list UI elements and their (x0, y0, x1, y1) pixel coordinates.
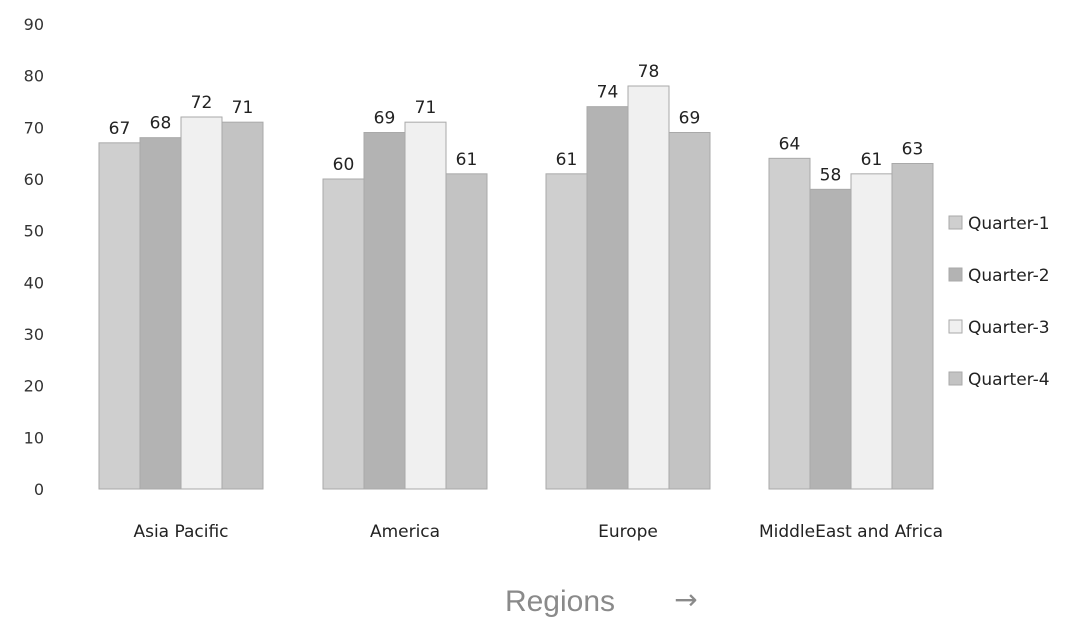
legend-swatch (948, 215, 963, 230)
data-label: 74 (597, 83, 619, 103)
bar-quarter-1-0 (98, 142, 141, 490)
data-label: 63 (902, 140, 924, 160)
legend-label: Quarter-2 (968, 266, 1050, 286)
bar-quarter-1-2 (545, 173, 588, 490)
bar-quarter-2-0 (139, 137, 182, 490)
legend-label: Quarter-3 (968, 318, 1050, 338)
category-label: MiddleEast and Africa (759, 522, 943, 542)
y-tick-label: 10 (24, 428, 44, 447)
y-axis: 0 10 20 30 40 50 60 70 80 90 (24, 15, 44, 499)
y-tick-label: 20 (24, 377, 44, 396)
legend-label: Quarter-4 (968, 370, 1050, 390)
legend-swatch (948, 319, 963, 334)
bar-quarter-4-1 (445, 173, 488, 490)
data-label: 61 (861, 150, 883, 170)
bar-quarter-4-3 (891, 163, 934, 490)
data-label: 64 (779, 134, 801, 154)
data-label: 58 (820, 165, 842, 185)
bar-quarter-1-3 (768, 157, 811, 490)
y-tick-label: 50 (24, 222, 44, 241)
bar-quarter-4-0 (221, 121, 264, 490)
legend-swatch (948, 371, 963, 386)
x-axis-title: Regions (505, 585, 615, 618)
category-label: Europe (598, 522, 658, 542)
bars (98, 85, 934, 490)
data-label: 60 (333, 155, 355, 175)
y-tick-label: 70 (24, 118, 44, 137)
bar-quarter-3-0 (180, 116, 223, 490)
category-label: America (370, 522, 440, 542)
bar-quarter-3-3 (850, 173, 893, 490)
category-label: Asia Pacific (133, 522, 228, 542)
bar-quarter-3-1 (404, 121, 447, 490)
legend-label: Quarter-1 (968, 214, 1050, 234)
data-label: 72 (191, 93, 213, 113)
data-label: 67 (109, 119, 131, 139)
legend-swatch (948, 267, 963, 282)
data-label: 69 (679, 109, 701, 129)
legend: Quarter-1 Quarter-2 Quarter-3 Quarter-4 (948, 214, 1050, 390)
bar-quarter-1-1 (322, 178, 365, 490)
data-label: 78 (638, 62, 660, 82)
y-tick-label: 90 (24, 15, 44, 34)
data-label: 61 (456, 150, 478, 170)
bar-quarter-4-2 (668, 132, 711, 490)
y-tick-label: 60 (24, 170, 44, 189)
bar-quarter-2-1 (363, 132, 406, 490)
y-tick-label: 0 (34, 480, 44, 499)
y-tick-label: 30 (24, 325, 44, 344)
data-label: 69 (374, 109, 396, 129)
data-label: 71 (232, 98, 254, 118)
bar-quarter-2-3 (809, 188, 852, 490)
data-label: 71 (415, 98, 437, 118)
y-tick-label: 80 (24, 67, 44, 86)
data-label: 61 (556, 150, 578, 170)
data-labels: 67 68 72 71 60 69 71 61 61 74 78 69 64 58 61 63 (109, 62, 924, 185)
bar-quarter-2-2 (586, 106, 629, 490)
y-tick-label: 40 (24, 273, 44, 292)
data-label: 68 (150, 114, 172, 134)
category-labels: Asia Pacific America Europe MiddleEast and … (133, 522, 943, 542)
bar-quarter-3-2 (627, 85, 670, 490)
x-axis-arrow-icon: → (674, 583, 697, 616)
